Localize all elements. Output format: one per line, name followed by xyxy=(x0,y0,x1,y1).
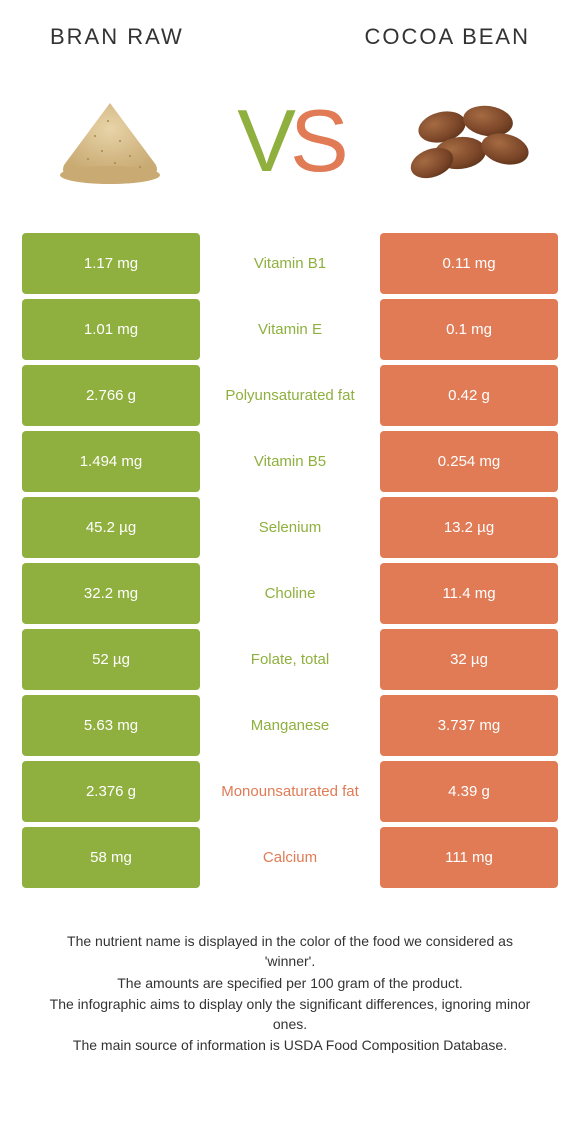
food-b-title: COCOA BEAN xyxy=(365,24,530,50)
infographic-container: BRAN RAW COCOA BEAN V xyxy=(0,0,580,1056)
nutrient-label: Folate, total xyxy=(200,629,380,690)
value-food-b: 11.4 mg xyxy=(380,563,558,624)
nutrient-label: Choline xyxy=(200,563,380,624)
hero-row: VS xyxy=(0,78,580,233)
footnotes: The nutrient name is displayed in the co… xyxy=(0,893,580,1056)
value-food-a: 1.17 mg xyxy=(22,233,200,294)
value-food-a: 32.2 mg xyxy=(22,563,200,624)
nutrient-label: Calcium xyxy=(200,827,380,888)
table-row: 1.494 mgVitamin B50.254 mg xyxy=(22,431,558,492)
footnote-line: The nutrient name is displayed in the co… xyxy=(40,931,540,972)
value-food-a: 52 µg xyxy=(22,629,200,690)
footnote-line: The infographic aims to display only the… xyxy=(40,994,540,1035)
food-a-image xyxy=(40,88,180,193)
table-row: 1.01 mgVitamin E0.1 mg xyxy=(22,299,558,360)
value-food-a: 5.63 mg xyxy=(22,695,200,756)
value-food-b: 32 µg xyxy=(380,629,558,690)
value-food-b: 3.737 mg xyxy=(380,695,558,756)
value-food-a: 2.766 g xyxy=(22,365,200,426)
value-food-b: 0.11 mg xyxy=(380,233,558,294)
table-row: 52 µgFolate, total32 µg xyxy=(22,629,558,690)
value-food-a: 1.01 mg xyxy=(22,299,200,360)
nutrient-label: Vitamin E xyxy=(200,299,380,360)
value-food-a: 1.494 mg xyxy=(22,431,200,492)
table-row: 32.2 mgCholine11.4 mg xyxy=(22,563,558,624)
value-food-b: 0.42 g xyxy=(380,365,558,426)
table-row: 2.376 gMonounsaturated fat4.39 g xyxy=(22,761,558,822)
nutrient-label: Monounsaturated fat xyxy=(200,761,380,822)
value-food-b: 4.39 g xyxy=(380,761,558,822)
value-food-b: 0.1 mg xyxy=(380,299,558,360)
value-food-b: 0.254 mg xyxy=(380,431,558,492)
nutrient-label: Vitamin B1 xyxy=(200,233,380,294)
nutrient-label: Vitamin B5 xyxy=(200,431,380,492)
food-b-image xyxy=(400,88,540,193)
value-food-a: 58 mg xyxy=(22,827,200,888)
vs-s: S xyxy=(290,91,343,190)
vs-v: V xyxy=(237,91,290,190)
vs-label: VS xyxy=(237,90,342,192)
nutrient-label: Selenium xyxy=(200,497,380,558)
table-row: 5.63 mgManganese3.737 mg xyxy=(22,695,558,756)
table-row: 45.2 µgSelenium13.2 µg xyxy=(22,497,558,558)
nutrient-label: Manganese xyxy=(200,695,380,756)
value-food-a: 2.376 g xyxy=(22,761,200,822)
food-a-title: BRAN RAW xyxy=(50,24,184,50)
value-food-a: 45.2 µg xyxy=(22,497,200,558)
comparison-table: 1.17 mgVitamin B10.11 mg1.01 mgVitamin E… xyxy=(0,233,580,888)
table-row: 1.17 mgVitamin B10.11 mg xyxy=(22,233,558,294)
value-food-b: 13.2 µg xyxy=(380,497,558,558)
nutrient-label: Polyunsaturated fat xyxy=(200,365,380,426)
footnote-line: The main source of information is USDA F… xyxy=(40,1035,540,1055)
value-food-b: 111 mg xyxy=(380,827,558,888)
header: BRAN RAW COCOA BEAN xyxy=(0,0,580,78)
footnote-line: The amounts are specified per 100 gram o… xyxy=(40,973,540,993)
table-row: 58 mgCalcium111 mg xyxy=(22,827,558,888)
table-row: 2.766 gPolyunsaturated fat0.42 g xyxy=(22,365,558,426)
